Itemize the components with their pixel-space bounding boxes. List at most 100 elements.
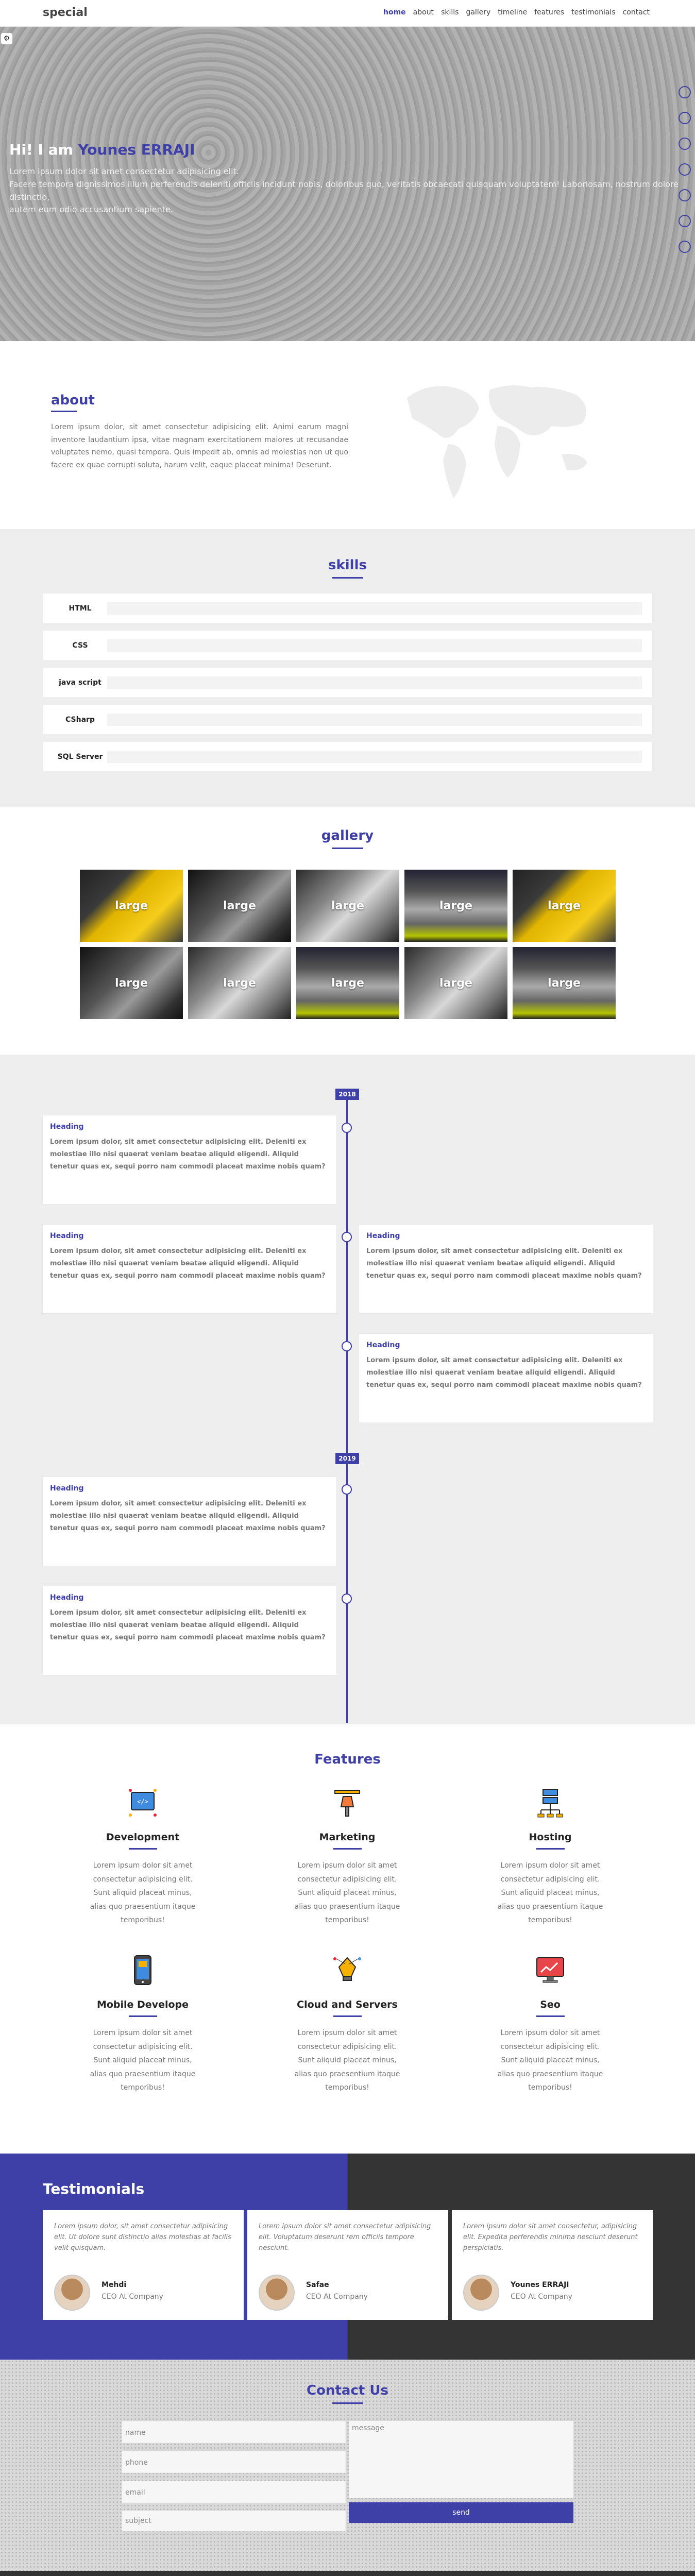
gallery-tile[interactable]: large — [188, 947, 291, 1019]
tile-label: large — [548, 976, 581, 990]
gallery-tile[interactable]: large — [513, 947, 616, 1019]
hero-line-3: autem eum odio accusantium sapiente. — [9, 205, 173, 215]
feature-name: Development — [106, 1832, 180, 1843]
nav-about[interactable]: about — [413, 8, 434, 16]
hero-name: Younes ERRAJI — [78, 141, 195, 158]
skill-progress — [107, 639, 642, 652]
feature-cloud: Cloud and Servers Lorem ipsum dolor sit … — [270, 1954, 425, 2095]
timeline-card: Heading Lorem ipsum dolor, sit amet conse… — [359, 1225, 653, 1313]
subject-input[interactable]: subject — [122, 2511, 346, 2531]
nav-home[interactable]: home — [383, 8, 406, 16]
email-input[interactable]: email — [122, 2481, 346, 2503]
feature-text: Lorem ipsum dolor sit amet consectetur a… — [90, 1861, 196, 1925]
gallery-tile[interactable]: large — [80, 947, 183, 1019]
code-screen-icon: </> — [129, 1789, 157, 1817]
avatar — [259, 2275, 295, 2311]
feature-seo: Seo Lorem ipsum dolor sit amet consectet… — [473, 1954, 628, 2095]
skill-progress — [107, 676, 642, 689]
feature-name: Marketing — [319, 1832, 376, 1843]
site-footer: Copyright © 2021, All Rights Reserved Cr… — [0, 2571, 695, 2576]
features-title: Features — [314, 1752, 381, 1767]
nav-features[interactable]: features — [534, 8, 565, 16]
skill-progress — [107, 602, 642, 615]
testimonials-title: Testimonials — [43, 2180, 145, 2197]
message-textarea[interactable]: message — [349, 2421, 573, 2498]
bullet-2[interactable] — [679, 112, 691, 124]
name-input[interactable]: name — [122, 2421, 346, 2443]
hero-greeting: Hi! I am — [9, 141, 78, 158]
gallery-underline — [332, 848, 363, 849]
server-icon — [537, 1789, 563, 1818]
tile-label: large — [439, 976, 472, 990]
skill-name: SQL Server — [57, 752, 103, 761]
feature-underline — [333, 2015, 362, 2017]
feature-mobile: Mobile Develope Lorem ipsum dolor sit am… — [65, 1954, 220, 2095]
bullet-6[interactable] — [679, 215, 691, 227]
gallery-tile[interactable]: large — [513, 870, 616, 942]
testimonial-author: Younes ERRAJI CEO At Company — [463, 2275, 572, 2311]
testimonial-author: Mehdi CEO At Company — [54, 2275, 163, 2311]
author-info: Safae CEO At Company — [306, 2281, 368, 2305]
feature-hosting: Hosting Lorem ipsum dolor sit amet conse… — [473, 1786, 628, 1927]
hero-line-1: Lorem ipsum dolor sit amet consectetur a… — [9, 166, 239, 176]
gear-icon[interactable]: ⚙ — [1, 33, 12, 44]
skills-section: skills HTML CSS java script CSharp SQL S… — [0, 529, 695, 807]
svg-text:</>: </> — [137, 1798, 148, 1805]
gallery-tile[interactable]: large — [296, 947, 399, 1019]
mobile-icon — [134, 1955, 151, 1985]
bullet-3[interactable] — [679, 138, 691, 150]
feature-text: Lorem ipsum dolor sit amet consectetur a… — [497, 2029, 603, 2092]
tile-label: large — [223, 899, 256, 912]
testimonial-card: Lorem ipsum dolor, sit amet consectetur … — [43, 2210, 244, 2320]
logo[interactable]: special — [43, 6, 88, 19]
tile-label: large — [223, 976, 256, 990]
gallery-tile[interactable]: large — [296, 870, 399, 942]
nav-gallery[interactable]: gallery — [466, 8, 491, 16]
gallery-tile[interactable]: large — [404, 870, 507, 942]
timeline-heading: Heading — [366, 1232, 400, 1240]
bullet-4[interactable] — [679, 163, 691, 176]
author-role: CEO At Company — [511, 2292, 572, 2301]
nav-testimonials[interactable]: testimonials — [571, 8, 616, 16]
timeline-card: Heading Lorem ipsum dolor, sit amet conse… — [43, 1586, 336, 1675]
gallery-tile[interactable]: large — [80, 870, 183, 942]
timeline-dot — [342, 1594, 352, 1604]
skill-progress — [107, 713, 642, 726]
timeline-card: Heading Lorem ipsum dolor, sit amet conse… — [43, 1225, 336, 1313]
send-button[interactable]: send — [349, 2502, 573, 2523]
nav-contact[interactable]: contact — [622, 8, 650, 16]
tile-label: large — [439, 899, 472, 912]
timeline-text: Lorem ipsum dolor, sit amet consectetur … — [366, 1247, 642, 1280]
feature-name: Seo — [540, 1999, 561, 2010]
about-underline — [51, 411, 77, 412]
timeline-section: 2018 2019 Heading Lorem ipsum dolor, sit … — [0, 1055, 695, 1724]
feature-name: Mobile Develope — [96, 1999, 189, 2010]
skill-name: CSS — [72, 641, 88, 650]
testimonial-card: Lorem ipsum dolor sit amet consectetur a… — [247, 2210, 448, 2320]
phone-input[interactable]: phone — [122, 2451, 346, 2473]
skill-row: HTML — [43, 594, 652, 623]
slide-bullets — [679, 86, 691, 253]
timeline-year: 2019 — [335, 1453, 359, 1464]
bullet-5[interactable] — [679, 189, 691, 201]
timeline-text: Lorem ipsum dolor, sit amet consectetur … — [50, 1247, 326, 1280]
gallery-tile[interactable]: large — [404, 947, 507, 1019]
tile-label: large — [331, 976, 364, 990]
site-header: special home about skills gallery timeli… — [0, 0, 695, 27]
timeline-dot — [342, 1123, 352, 1133]
timeline-heading: Heading — [50, 1232, 84, 1240]
timeline-dot — [342, 1341, 352, 1351]
bullet-1[interactable] — [679, 86, 691, 98]
gallery-tile[interactable]: large — [188, 870, 291, 942]
timeline-text: Lorem ipsum dolor, sit amet consectetur … — [50, 1609, 326, 1642]
testimonials-section: Testimonials Lorem ipsum dolor, sit amet… — [0, 2154, 695, 2360]
skill-name: java script — [59, 678, 101, 687]
bullet-7[interactable] — [679, 241, 691, 253]
nav-timeline[interactable]: timeline — [498, 8, 528, 16]
author-name: Younes ERRAJI — [511, 2280, 569, 2289]
skill-row: CSS — [43, 631, 652, 660]
skill-progress — [107, 750, 642, 763]
timeline-heading: Heading — [50, 1123, 84, 1131]
nav-skills[interactable]: skills — [441, 8, 459, 16]
tile-label: large — [548, 899, 581, 912]
